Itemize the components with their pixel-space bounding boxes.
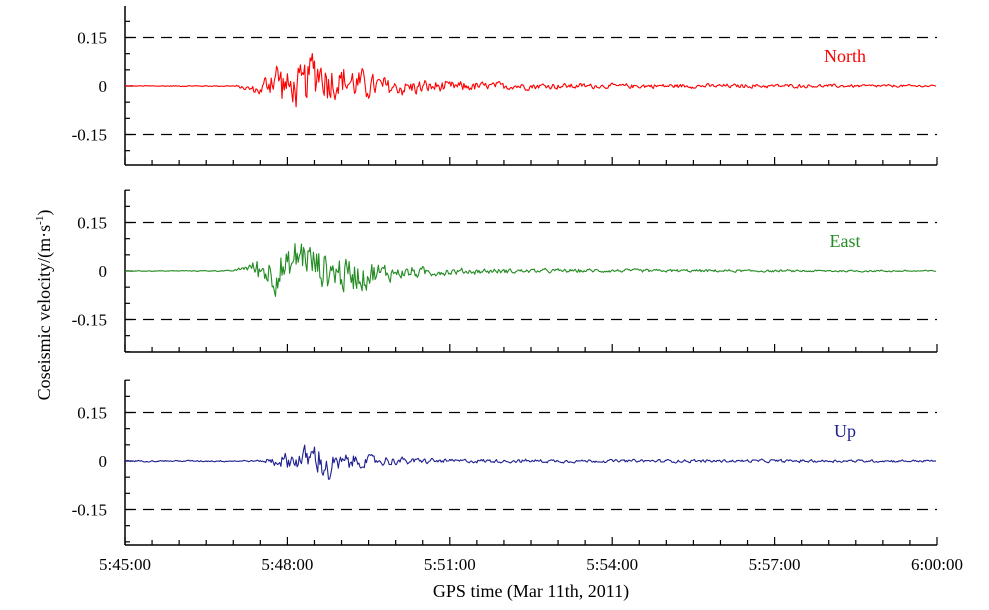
y-axis-label-main: Coseismic velocity/(m·s [34,225,55,400]
y-tick-label: 0.15 [77,214,107,233]
x-tick-label: 5:45:00 [99,555,151,574]
panel-north: 0.15 0 -0.15 North [72,6,938,166]
y-axis-label-close: ) [34,210,55,216]
x-axis-label: GPS time (Mar 11th, 2011) [433,581,629,602]
y-axis-label-sup: -1 [34,216,46,225]
x-tick-label: 5:54:00 [586,555,638,574]
x-tick-label: 6:00:00 [911,555,963,574]
x-tick-label: 5:48:00 [261,555,313,574]
series-label-north: North [824,46,866,66]
series-label-up: Up [834,421,856,441]
y-tick-label: 0 [99,452,108,471]
series-line-up [124,444,937,480]
y-tick-label: 0 [99,77,108,96]
series-label-east: East [830,231,861,251]
panel-up: 0.15 0 -0.15 Up [72,379,938,546]
y-tick-label: 0 [99,262,108,281]
x-tick-label: 5:57:00 [749,555,801,574]
series-line-north [124,53,937,108]
y-axis-label: Coseismic velocity/(m·s-1) [34,210,55,401]
y-tick-label: -0.15 [72,311,107,330]
y-tick-label: -0.15 [72,126,107,145]
y-tick-label: 0.15 [77,29,107,48]
y-tick-label: -0.15 [72,501,107,520]
series-line-east [125,243,936,297]
x-tick-label: 5:51:00 [424,555,476,574]
panel-east: 0.15 0 -0.15 East [72,189,938,353]
panels-group: 0.15 0 -0.15 North 0.15 0 -0.15 East 0.15 0 -0.15 U… [72,6,938,546]
y-tick-label: 0.15 [77,404,107,423]
x-axis: 5:45:00 5:48:00 5:51:00 5:54:00 5:57:00 6:00:… [99,555,963,574]
